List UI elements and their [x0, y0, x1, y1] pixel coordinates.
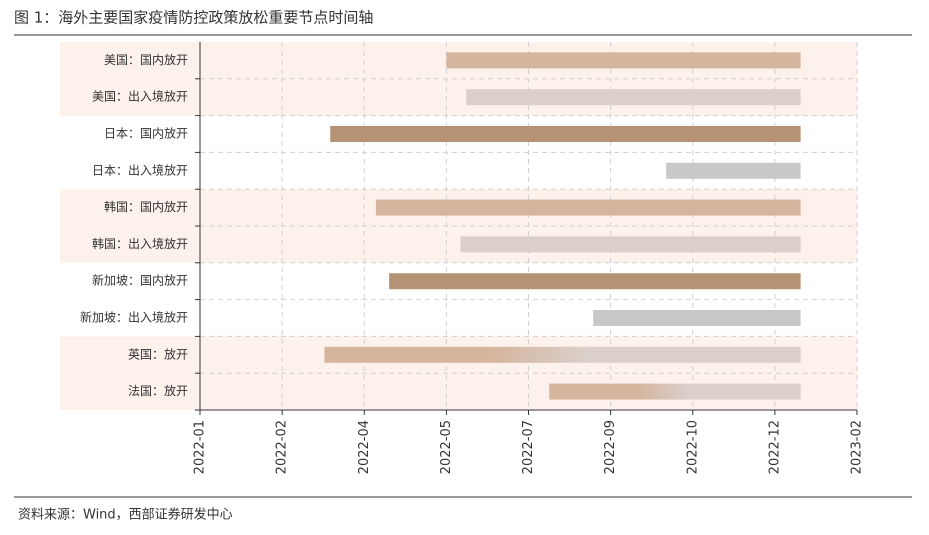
- chart-title: 图 1：海外主要国家疫情防控政策放松重要节点时间轴: [14, 9, 373, 27]
- bar: [593, 310, 801, 326]
- y-tick-label: 英国：放开: [128, 346, 188, 361]
- y-tick-label: 美国：国内放开: [104, 52, 188, 67]
- x-tick-label: 2023-02: [850, 420, 865, 474]
- x-tick-label: 2022-05: [439, 420, 454, 474]
- x-tick-label: 2022-12: [767, 420, 782, 474]
- bar: [666, 162, 801, 179]
- y-tick-label: 日本：出入境放开: [92, 162, 188, 177]
- bar: [389, 273, 801, 290]
- bar: [466, 89, 801, 106]
- y-tick-label: 韩国：出入境放开: [92, 236, 188, 251]
- source: 资料来源：Wind，西部证券研发中心: [18, 507, 233, 523]
- y-tick-label: 韩国：国内放开: [104, 199, 188, 214]
- x-tick-label: 2022-01: [193, 420, 208, 474]
- y-tick-label: 日本：国内放开: [104, 126, 188, 141]
- y-tick-label: 新加坡：出入境放开: [80, 310, 188, 325]
- x-tick-label: 2022-04: [357, 420, 372, 474]
- y-tick-label: 新加坡：国内放开: [92, 273, 188, 288]
- bar: [324, 346, 801, 363]
- bar: [330, 126, 801, 142]
- y-tick-label: 法国：放开: [128, 383, 188, 398]
- x-tick-label: 2022-02: [275, 420, 290, 474]
- bar: [375, 199, 801, 216]
- bar: [460, 236, 801, 253]
- y-tick-label: 美国：出入境放开: [92, 89, 188, 104]
- x-tick-label: 2022-07: [521, 420, 536, 474]
- bar: [549, 383, 801, 400]
- x-tick-label: 2022-10: [685, 420, 700, 474]
- bar: [446, 52, 801, 69]
- x-tick-label: 2022-09: [603, 420, 618, 474]
